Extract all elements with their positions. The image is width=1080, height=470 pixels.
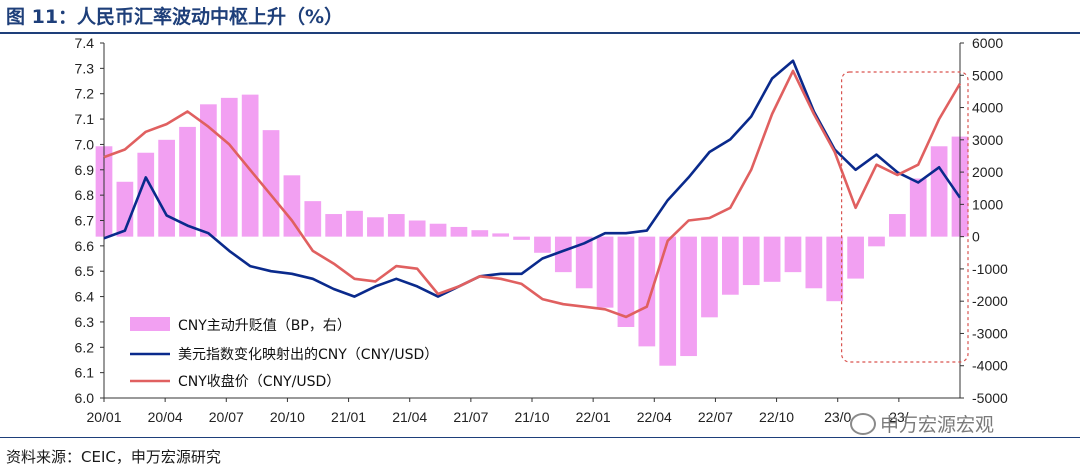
x-tick-label: 22/01 <box>576 409 611 425</box>
left-tick-label: 6.3 <box>75 314 95 330</box>
x-tick-label: 20/01 <box>86 409 121 425</box>
right-tick-label: 1000 <box>972 196 1003 212</box>
right-tick-label: 2000 <box>972 164 1003 180</box>
left-tick-label: 7.2 <box>75 86 95 102</box>
bar-mark <box>179 126 196 237</box>
bar-mark <box>805 236 823 289</box>
left-tick-label: 6.8 <box>75 187 95 203</box>
title-rule <box>0 32 1080 34</box>
bar-mark <box>137 152 155 237</box>
bar-mark <box>909 178 927 237</box>
right-tick-label: -4000 <box>972 358 1008 374</box>
x-tick-label: 22/04 <box>637 409 672 425</box>
bar-mark <box>262 130 280 237</box>
highlight-box <box>841 71 969 363</box>
bar-mark <box>325 214 343 237</box>
axes: 6.0 6.1 6.2 6.3 6.4 6.5 6.6 6.7 6.8 6.9 7.0 7.1 7.2 7… <box>75 35 1008 425</box>
watermark: 申万宏源宏观 <box>850 410 994 437</box>
x-tick-label: 22/07 <box>698 409 733 425</box>
bar-mark <box>575 236 593 289</box>
legend-label: CNY主动升贬值（BP，右） <box>178 318 351 334</box>
x-tick-label: 21/07 <box>453 409 488 425</box>
bar-mark <box>408 220 426 237</box>
bar-mark <box>220 97 238 237</box>
left-tick-label: 6.2 <box>75 339 95 355</box>
right-tick-label: -2000 <box>972 293 1008 309</box>
x-tick-label: 23/0 <box>824 409 851 425</box>
x-tick-label: 23/ <box>889 409 909 425</box>
legend-label: CNY收盘价（CNY/USD） <box>178 373 340 390</box>
legend-swatch-bar <box>130 317 170 331</box>
bar-mark <box>617 236 635 327</box>
right-tick-label: 4000 <box>972 100 1003 116</box>
bar-mark <box>701 236 718 318</box>
right-tick-label: 3000 <box>972 132 1003 148</box>
legend: CNY主动升贬值（BP，右） 美元指数变化映射出的CNY（CNY/USD） CNY收… <box>130 317 438 390</box>
left-tick-label: 6.9 <box>75 162 95 178</box>
bar-mark <box>158 139 175 237</box>
bar-mark <box>930 146 948 237</box>
bar-mark <box>868 236 885 247</box>
bar-mark <box>596 236 614 308</box>
source-rule <box>0 437 1080 438</box>
left-tick-label: 7.3 <box>75 60 95 76</box>
right-tick-label: 0 <box>972 229 980 245</box>
source-note: 资料来源：CEIC，申万宏源研究 <box>6 448 221 466</box>
x-tick-label: 21/01 <box>331 409 366 425</box>
bar-mark <box>680 236 697 357</box>
left-tick-label: 6.5 <box>75 263 95 279</box>
bar-mark <box>721 236 739 295</box>
bar-mark <box>283 175 301 237</box>
bar-mark <box>471 230 489 237</box>
line-series <box>103 59 969 363</box>
left-tick-label: 6.1 <box>75 365 95 381</box>
bar-mark <box>784 236 802 273</box>
bar-mark <box>659 236 677 366</box>
right-tick-label: -1000 <box>972 261 1008 277</box>
watermark-text: 申万宏源宏观 <box>880 414 995 436</box>
bar-mark <box>638 236 656 347</box>
bar-mark <box>367 217 384 237</box>
cny-close-line <box>103 69 962 319</box>
x-tick-label: 20/07 <box>209 409 244 425</box>
left-tick-label: 6.0 <box>75 390 95 406</box>
left-tick-label: 7.1 <box>75 111 95 127</box>
bar-mark <box>554 236 572 273</box>
bar-mark <box>492 233 510 237</box>
x-tick-label: 20/04 <box>148 409 183 425</box>
bar-mark <box>429 223 447 237</box>
bar-mark <box>200 104 217 237</box>
left-tick-label: 7.0 <box>75 136 95 152</box>
x-tick-label: 20/10 <box>270 409 305 425</box>
bar-mark <box>742 236 760 286</box>
bar-mark <box>241 94 259 237</box>
bar-mark <box>387 214 405 237</box>
x-tick-label: 21/10 <box>514 409 549 425</box>
bar-mark <box>534 236 551 253</box>
chart-title: 图 11：人民币汇率波动中枢上升（%） <box>6 6 344 28</box>
wechat-icon <box>850 412 876 435</box>
bar-mark <box>826 236 844 302</box>
right-tick-label: -3000 <box>972 325 1008 341</box>
left-tick-label: 6.7 <box>75 213 95 229</box>
bar-mark <box>450 226 468 237</box>
right-tick-label: -5000 <box>972 390 1008 406</box>
bar-mark <box>513 236 530 240</box>
x-tick-label: 22/10 <box>759 409 794 425</box>
left-tick-label: 6.4 <box>75 289 95 305</box>
bar-mark <box>304 201 322 237</box>
right-tick-label: 6000 <box>972 35 1003 51</box>
bar-mark <box>847 236 864 279</box>
bar-mark <box>889 214 906 237</box>
left-tick-label: 7.4 <box>75 35 95 51</box>
left-tick-label: 6.6 <box>75 238 95 254</box>
right-tick-label: 5000 <box>972 67 1003 83</box>
bar-mark <box>763 236 781 282</box>
x-tick-label: 21/04 <box>392 409 427 425</box>
bar-mark <box>346 210 363 237</box>
legend-label: 美元指数变化映射出的CNY（CNY/USD） <box>178 347 438 363</box>
